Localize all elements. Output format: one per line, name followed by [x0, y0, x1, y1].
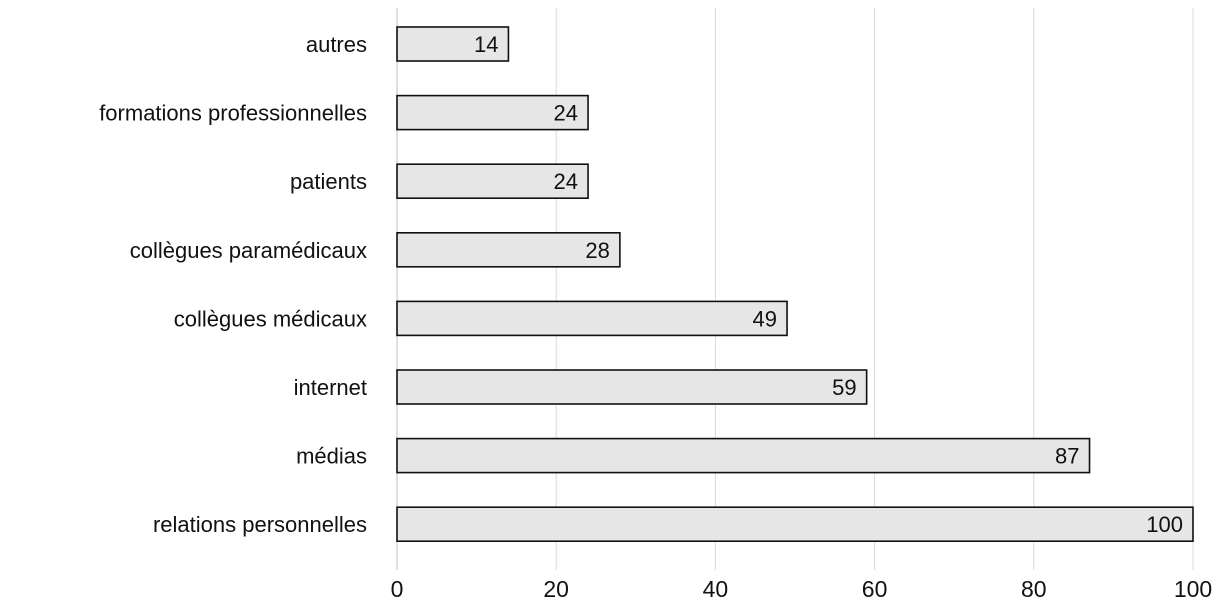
data-label-5: 59 [832, 375, 856, 400]
x-tick-label-60: 60 [862, 576, 888, 602]
x-tick-label-20: 20 [543, 576, 569, 602]
category-label-7: relations personnelles [153, 512, 367, 537]
bar-1 [396, 94, 589, 131]
bar-0 [396, 26, 510, 62]
x-tick-label-80: 80 [1021, 576, 1047, 602]
category-label-2: patients [290, 169, 367, 194]
bar-7 [396, 506, 1194, 543]
category-label-3: collègues paramédicaux [130, 238, 367, 263]
bar-2 [396, 163, 589, 199]
x-tick-label-0: 0 [391, 576, 404, 602]
category-label-6: médias [296, 444, 367, 469]
category-label-0: autres [306, 32, 367, 57]
bar-4 [396, 300, 788, 337]
data-label-2: 24 [554, 169, 578, 194]
category-label-1: formations professionnelles [99, 101, 367, 126]
data-label-4: 49 [753, 306, 777, 331]
data-label-3: 28 [585, 238, 609, 263]
bar-3 [396, 232, 621, 268]
bar-5 [396, 369, 868, 405]
category-labels: autres formations professionnelles patient… [99, 32, 367, 537]
data-label-6: 87 [1055, 444, 1079, 469]
grid-lines [555, 8, 1194, 570]
data-label-1: 24 [554, 101, 578, 126]
category-label-4: collègues médicaux [174, 306, 367, 331]
data-label-7: 100 [1146, 512, 1183, 537]
x-tick-label-100: 100 [1174, 576, 1212, 602]
bar-6 [396, 437, 1091, 474]
x-tick-label-40: 40 [703, 576, 729, 602]
bars: 14 24 24 28 49 59 87 100 [396, 26, 1194, 543]
data-label-0: 14 [474, 32, 498, 57]
x-tick-labels: 0 20 40 60 80 100 [391, 576, 1213, 602]
category-label-5: internet [294, 375, 367, 400]
